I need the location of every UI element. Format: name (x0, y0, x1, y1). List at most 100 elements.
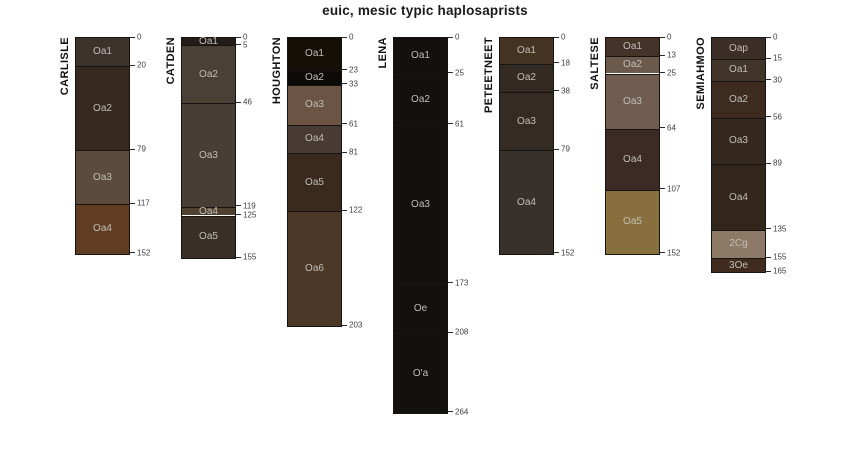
depth-tick (660, 36, 665, 38)
depth-tick-label: 155 (243, 252, 257, 262)
depth-tick (766, 116, 771, 118)
horizon-label: Oa3 (93, 171, 112, 183)
depth-tick-label: 117 (137, 198, 150, 208)
depth-tick-label: 0 (137, 32, 142, 42)
horizon-segment: Oa1 (288, 38, 341, 71)
depth-tick (448, 411, 453, 413)
depth-tick (130, 202, 135, 204)
horizon-label: Oa4 (517, 196, 536, 208)
depth-tick (660, 54, 665, 56)
horizon-segment: Oa2 (606, 56, 659, 74)
profile-column: Oa1 Oa2 Oa3 Oa4 (499, 37, 554, 255)
depth-tick-label: 152 (561, 248, 575, 258)
horizon-segment: Oa4 (76, 204, 129, 254)
depth-tick (554, 148, 559, 150)
horizon-segment: Oa4 (606, 128, 659, 190)
horizon-segment: Oa2 (288, 70, 341, 85)
horizon-segment: Oa1 (76, 38, 129, 67)
horizon-label: Oa1 (305, 48, 324, 60)
horizon-label: Oa3 (411, 198, 430, 210)
profile-name-label: LENA (377, 37, 389, 69)
horizon-segment: Oa3 (76, 150, 129, 205)
depth-tick (130, 36, 135, 38)
depth-tick-label: 33 (349, 79, 358, 89)
horizon-segment: Oa2 (500, 63, 553, 92)
depth-tick-label: 0 (349, 32, 354, 42)
depth-tick (766, 270, 771, 272)
horizon-segment: Oa4 (182, 206, 235, 216)
depth-tick (236, 205, 241, 207)
depth-tick (342, 83, 347, 85)
horizon-segment: Oa1 (500, 38, 553, 64)
depth-tick (554, 90, 559, 92)
chart-title: euic, mesic typic haplosaprists (322, 3, 528, 18)
profile-name-label: SALTESE (589, 37, 601, 90)
depth-tick (130, 64, 135, 66)
depth-tick-label: 15 (773, 53, 782, 63)
depth-tick (342, 36, 347, 38)
depth-tick-label: 0 (561, 32, 566, 42)
horizon-label: Oa4 (729, 191, 748, 203)
horizon-segment: Oa4 (712, 164, 765, 230)
horizon-label: Oa1 (517, 44, 536, 56)
horizon-label: Oa3 (517, 115, 536, 127)
profile-name-label: SEMIAHMOO (695, 37, 707, 110)
profile-name-label: HOUGHTON (271, 37, 283, 105)
horizon-segment: Oa5 (606, 189, 659, 254)
horizon-label: Oa4 (93, 223, 112, 235)
depth-tick-label: 119 (243, 201, 256, 211)
depth-tick (766, 256, 771, 258)
depth-tick-label: 107 (667, 184, 681, 194)
horizon-segment: Oa3 (288, 84, 341, 125)
depth-tick (660, 188, 665, 190)
horizon-segment: 2Cg (712, 229, 765, 259)
horizon-segment: Oa4 (288, 124, 341, 153)
depth-tick-label: 0 (455, 32, 460, 42)
horizon-label: Oa3 (623, 95, 642, 107)
depth-tick-label: 135 (773, 224, 787, 234)
depth-tick-label: 5 (243, 40, 248, 49)
horizon-segment: Oap (712, 38, 765, 60)
depth-tick-label: 0 (773, 32, 778, 42)
horizon-label: Oa2 (305, 72, 324, 84)
profile-name-label: PETEETNEET (483, 37, 495, 114)
horizon-label: Oe (413, 303, 428, 314)
depth-tick (448, 123, 453, 125)
horizon-label: Oa3 (305, 99, 324, 111)
depth-tick-label: 165 (773, 266, 787, 276)
depth-tick (130, 148, 135, 150)
depth-tick (766, 57, 771, 59)
horizon-label: Oa6 (305, 263, 324, 275)
horizon-segment: Oa6 (288, 211, 341, 327)
horizon-label: Oap (729, 42, 748, 54)
depth-tick (554, 62, 559, 64)
depth-tick-label: 23 (349, 65, 358, 75)
horizon-label: 3Oe (729, 259, 748, 271)
depth-tick-label: 13 (667, 50, 676, 60)
horizon-label: Oa2 (517, 72, 536, 84)
depth-tick-label: 25 (667, 68, 676, 77)
depth-tick-label: 208 (455, 327, 469, 337)
depth-tick (342, 123, 347, 125)
horizon-segment: O'a (394, 333, 447, 413)
depth-tick-label: 152 (137, 248, 151, 258)
profile-column: Oa1 Oa2 Oa3 Oe O'a (393, 37, 448, 414)
horizon-segment: Oa1 (182, 36, 235, 46)
horizon-segment: Oa1 (606, 38, 659, 57)
depth-tick (448, 36, 453, 38)
horizon-segment: Oa2 (76, 66, 129, 151)
profile-name-label: CATDEN (165, 37, 177, 85)
depth-tick (448, 331, 453, 333)
depth-tick (660, 72, 665, 73)
horizon-label: Oa4 (623, 153, 642, 165)
profile-column: Oa1 Oa2 Oa3 Oa4 (75, 37, 130, 255)
depth-tick-label: 203 (349, 320, 363, 330)
depth-tick (236, 256, 241, 258)
horizon-label: 2Cg (729, 238, 748, 250)
horizon-label: Oa5 (623, 216, 642, 228)
profile-column: Oa1 Oa2 Oa3 Oa4 Oa5 (181, 36, 236, 260)
depth-tick-label: 56 (773, 112, 782, 122)
depth-tick (342, 324, 347, 326)
horizon-segment: Oa2 (712, 80, 765, 118)
depth-tick (766, 228, 771, 230)
